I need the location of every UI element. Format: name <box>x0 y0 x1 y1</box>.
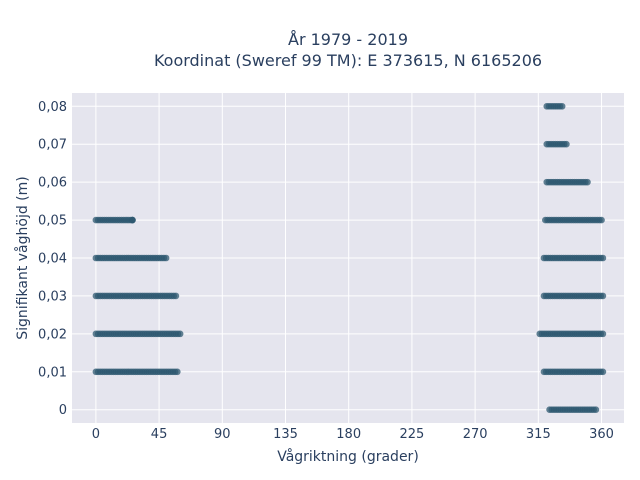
x-tick-label: 270 <box>463 427 488 442</box>
data-point <box>599 368 607 376</box>
data-point <box>563 140 570 148</box>
data-point <box>599 254 607 262</box>
y-axis-ticks: 0 0,01 0,02 0,03 0,04 0,05 0,06 0,07 0,08 <box>38 100 67 418</box>
data-point <box>598 216 605 224</box>
data-point <box>599 292 607 300</box>
data-point <box>176 330 184 338</box>
x-tick-label: 90 <box>214 427 231 442</box>
x-tick-label: 315 <box>526 427 551 442</box>
x-tick-label: 45 <box>151 427 168 442</box>
y-tick-label: 0,08 <box>38 100 67 115</box>
x-axis-title: Vågriktning (grader) <box>277 448 419 465</box>
data-points <box>92 102 607 414</box>
x-tick-label: 0 <box>92 427 100 442</box>
grid-lines <box>72 93 624 423</box>
data-point <box>584 178 591 186</box>
x-axis-ticks: 0 45 90 135 180 225 270 315 360 <box>92 427 614 442</box>
y-tick-label: 0,03 <box>38 289 67 304</box>
y-tick-label: 0,06 <box>38 176 67 191</box>
data-point <box>592 406 600 414</box>
x-tick-label: 180 <box>336 427 361 442</box>
x-tick-label: 225 <box>399 427 424 442</box>
y-tick-label: 0,05 <box>38 214 67 229</box>
y-tick-label: 0 <box>59 403 67 418</box>
y-tick-label: 0,07 <box>38 138 67 153</box>
chart-title: År 1979 - 2019 <box>288 30 408 49</box>
y-tick-label: 0,04 <box>38 252 67 267</box>
y-axis-title: Signifikant våghöjd (m) <box>14 176 31 339</box>
data-point <box>129 216 136 224</box>
x-tick-label: 360 <box>589 427 614 442</box>
y-tick-label: 0,02 <box>38 327 67 342</box>
chart-subtitle: Koordinat (Sweref 99 TM): E 373615, N 61… <box>154 51 542 70</box>
data-point <box>558 102 566 110</box>
data-point <box>162 254 170 262</box>
data-point <box>599 330 607 338</box>
y-tick-label: 0,01 <box>38 365 67 380</box>
data-point <box>174 368 181 376</box>
data-point <box>172 292 180 300</box>
x-tick-label: 135 <box>273 427 298 442</box>
